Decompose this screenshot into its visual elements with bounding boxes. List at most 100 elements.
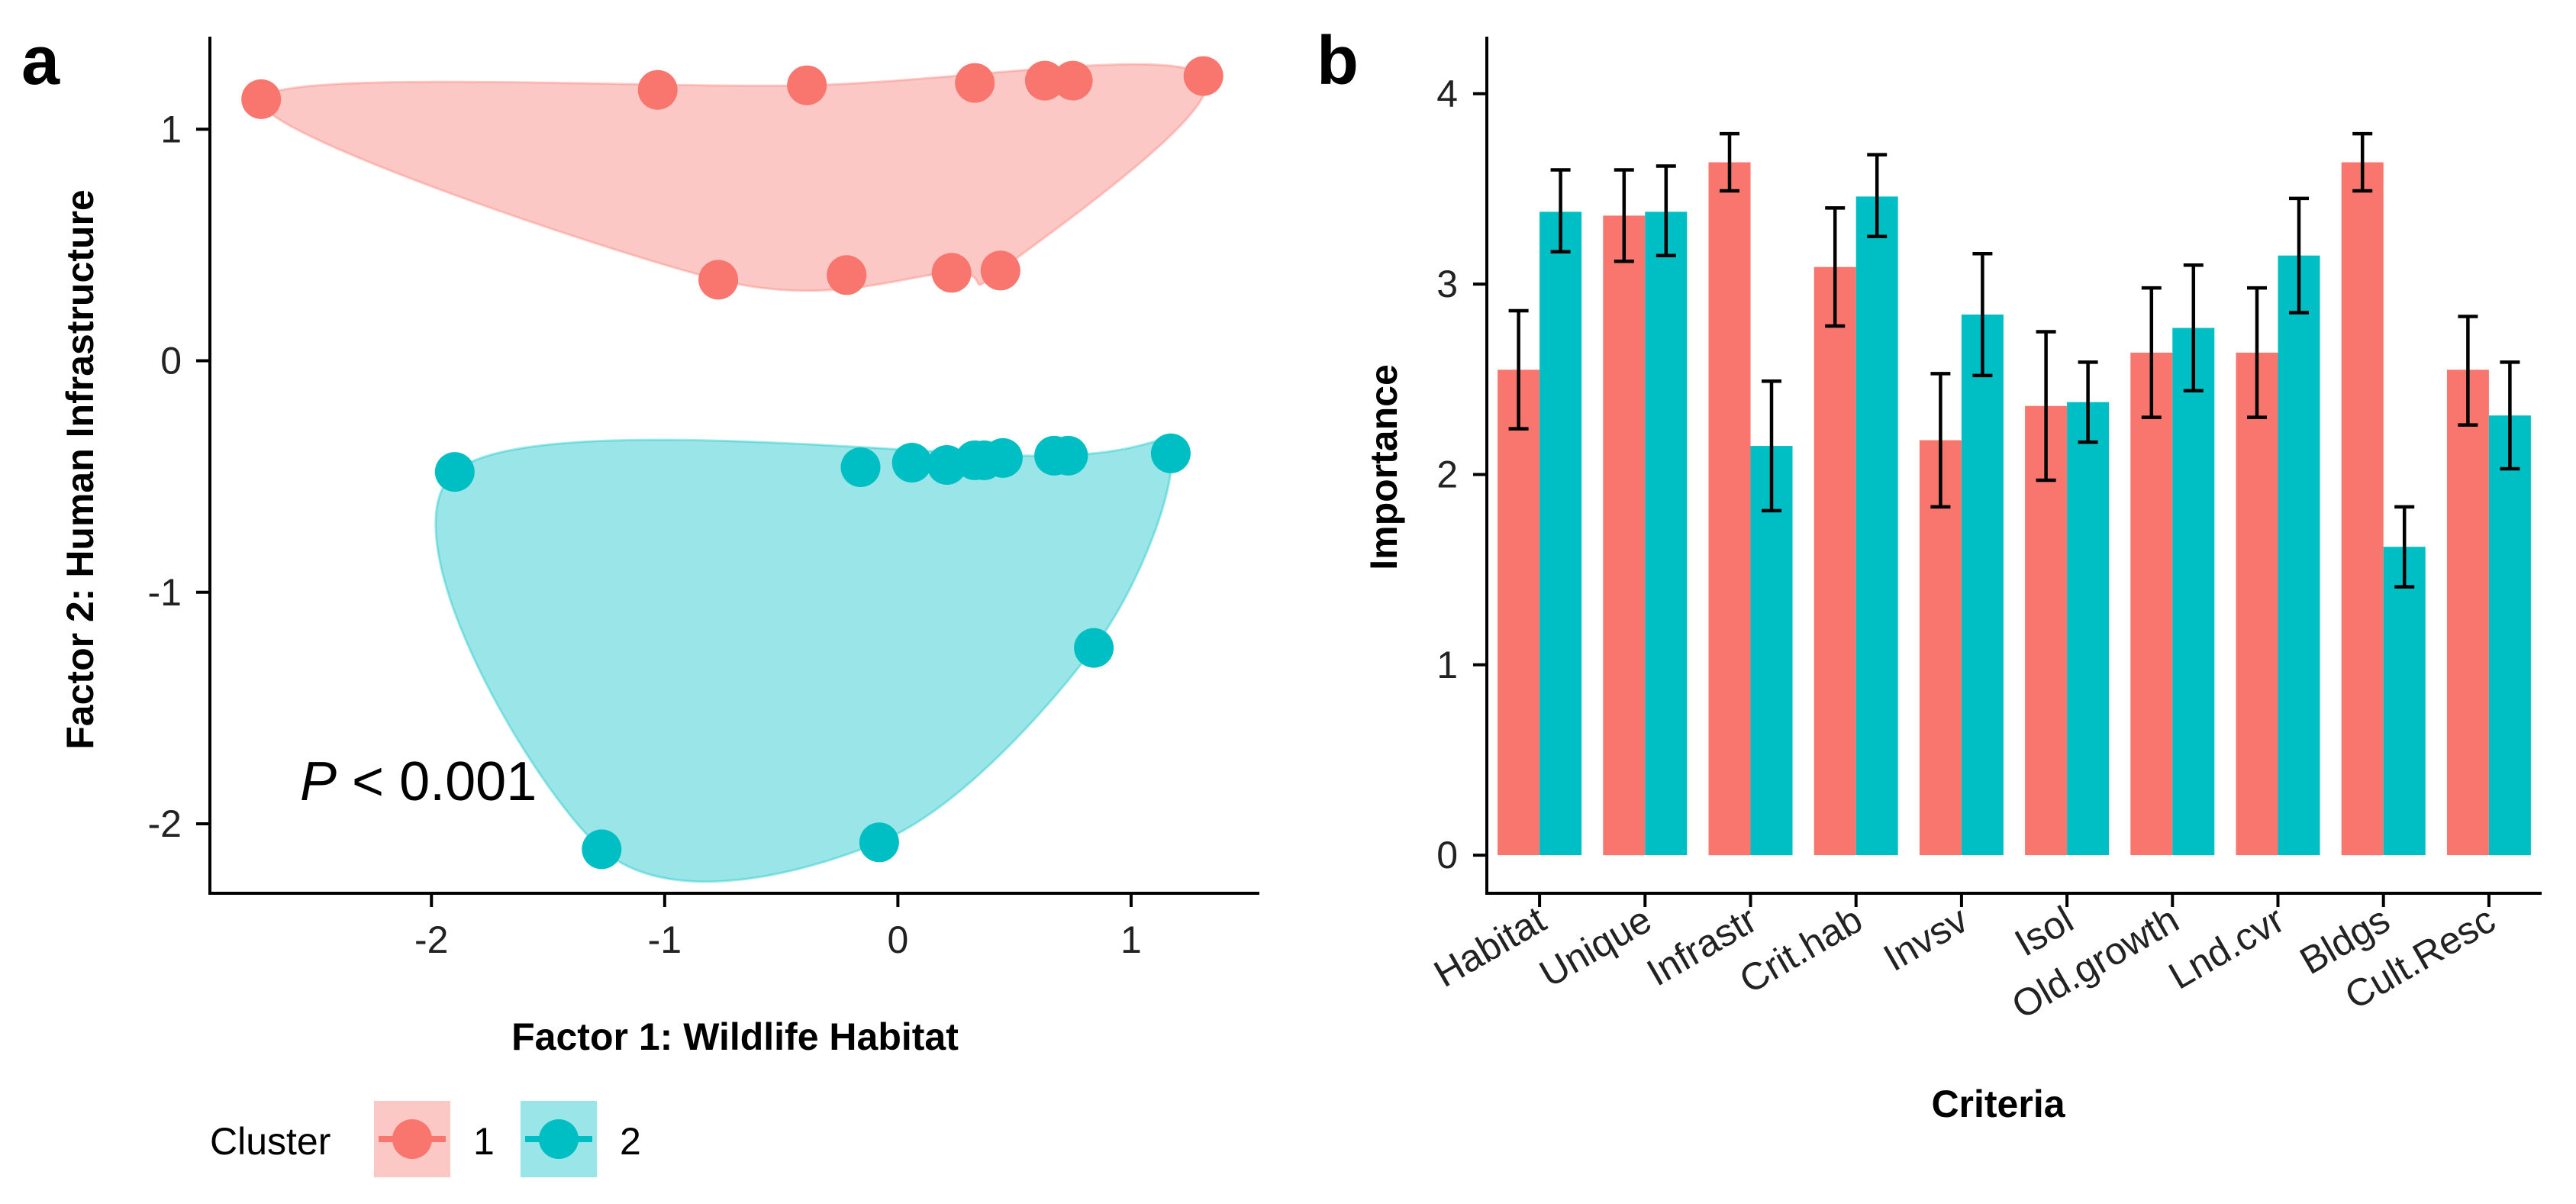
bar-Cult.Resc-cluster-2	[2488, 415, 2531, 856]
cluster-2-point-2	[891, 443, 932, 483]
panel-a-x-axis-title: Factor 1: Wildlife Habitat	[511, 1015, 959, 1058]
cluster-1-point-4	[1024, 60, 1065, 101]
error-bar-Cult.Resc-cluster-2	[2500, 360, 2520, 471]
panel-a-x-tick-label: -2	[414, 918, 448, 961]
bar-Old.growth-cluster-2	[2172, 328, 2215, 856]
panel-b-x-tick-label-Crit.hab: Crit.hab	[1733, 898, 1870, 1002]
legend-title: Cluster	[210, 1120, 330, 1163]
error-bar-Crit.hab-cluster-2	[1867, 153, 1888, 239]
error-bar-Infrastr-cluster-2	[1762, 379, 1781, 513]
panel-b-y-axis-title: Importance	[1362, 364, 1405, 570]
panel-b-x-tick-label-Invsv: Invsv	[1876, 898, 1975, 980]
p-value-annotation: P < 0.001	[300, 751, 537, 812]
cluster-legend: Cluster 1 2	[210, 1101, 641, 1177]
panel-b-x-tick-label-Unique: Unique	[1533, 898, 1659, 996]
panel-a-axes	[208, 37, 1259, 895]
panel-a-y-axis-title: Factor 2: Human Infrastructure	[59, 189, 102, 749]
panel-b-y-tick-label: 0	[1436, 834, 1458, 876]
panel-a-y-tick-label: -1	[148, 571, 182, 614]
panel-b-axes	[1485, 37, 2542, 895]
bar-Isol-cluster-2	[2067, 402, 2110, 856]
cluster-2-point-9	[1150, 433, 1191, 473]
legend-key-2-point	[539, 1119, 579, 1159]
scatter-points	[241, 56, 1224, 870]
legend-entry-2: 2	[521, 1101, 641, 1177]
cluster-2-point-10	[1074, 628, 1114, 668]
error-bar-Cult.Resc-cluster-1	[2458, 315, 2478, 427]
p-value-text: < 0.001	[337, 751, 537, 812]
panel-b-x-axis-title: Criteria	[1931, 1083, 2065, 1125]
cluster-1-point-0	[241, 79, 282, 119]
bar-Lnd.cvr-cluster-1	[2236, 352, 2278, 856]
bar-Habitat-cluster-1	[1498, 370, 1540, 856]
panel-b-y-tick-label: 2	[1436, 453, 1458, 495]
bar-Unique-cluster-2	[1645, 211, 1688, 856]
error-bar-Bldgs-cluster-2	[2394, 505, 2415, 589]
cluster-1-hull	[260, 63, 1208, 292]
error-bar-Invsv-cluster-1	[1930, 372, 1951, 509]
cluster-2-hull	[434, 438, 1173, 883]
cluster-1-point-9	[931, 253, 972, 293]
cluster-1-point-7	[698, 260, 739, 300]
bar-Bldgs-cluster-1	[2341, 162, 2384, 856]
bar-Infrastr-cluster-2	[1750, 446, 1793, 856]
bar-Habitat-cluster-2	[1539, 211, 1582, 856]
cluster-1-point-2	[787, 65, 827, 105]
panel-b-x-tick-label-Lnd.cvr: Lnd.cvr	[2162, 898, 2291, 997]
panel-a-y-tick-label: -2	[148, 802, 182, 845]
panel-a-x-tick-label: 0	[887, 918, 908, 961]
error-bar-Habitat-cluster-1	[1508, 308, 1529, 431]
bar-Infrastr-cluster-1	[1708, 162, 1751, 856]
bar-Crit.hab-cluster-1	[1814, 266, 1856, 856]
cluster-1-point-8	[827, 255, 867, 295]
error-bar-Unique-cluster-1	[1614, 168, 1634, 263]
panel-b-label: b	[1317, 23, 1359, 99]
panel-a-y-ticks: -2 -1 0 1	[148, 108, 210, 845]
error-bar-Old.growth-cluster-2	[2183, 263, 2204, 393]
bar-Bldgs-cluster-2	[2383, 547, 2426, 856]
error-bar-Isol-cluster-1	[2036, 330, 2056, 483]
panel-b-y-tick-label: 3	[1436, 263, 1458, 305]
error-bar-Habitat-cluster-2	[1550, 168, 1571, 253]
panel-b-x-tick-label-Habitat: Habitat	[1427, 898, 1552, 996]
bar-Old.growth-cluster-1	[2130, 352, 2173, 856]
bar-Invsv-cluster-2	[1961, 315, 2004, 856]
legend-label-2: 2	[620, 1120, 641, 1163]
cluster-1-point-3	[955, 63, 995, 103]
cluster-2-point-0	[434, 452, 475, 492]
panel-a-y-tick-label: 0	[160, 340, 182, 383]
error-bar-Lnd.cvr-cluster-2	[2289, 196, 2309, 315]
bar-Crit.hab-cluster-2	[1855, 196, 1898, 856]
panel-a-label: a	[21, 23, 60, 99]
cluster-1-point-10	[980, 250, 1020, 291]
error-bar-Crit.hab-cluster-1	[1825, 206, 1846, 328]
cluster-2-point-1	[840, 447, 881, 487]
error-bar-Bldgs-cluster-1	[2352, 131, 2373, 193]
panel-b-y-tick-label: 4	[1436, 73, 1458, 115]
cluster-2-point-12	[582, 829, 622, 870]
cluster-2-point-11	[859, 822, 899, 863]
panel-a-y-tick-label: 1	[160, 108, 182, 150]
cluster-1-point-5	[1053, 60, 1093, 101]
error-bar-Unique-cluster-2	[1656, 164, 1676, 257]
error-bar-Invsv-cluster-2	[1972, 251, 1993, 378]
bar-Cult.Resc-cluster-1	[2446, 370, 2489, 856]
cluster-2-point-8	[1048, 435, 1088, 476]
bar-Lnd.cvr-cluster-2	[2278, 255, 2320, 856]
cluster-1-point-1	[637, 69, 678, 110]
error-bar-Lnd.cvr-cluster-1	[2247, 286, 2267, 419]
bars	[1498, 162, 2531, 856]
p-value-symbol: P	[300, 751, 337, 812]
legend-label-1: 1	[473, 1120, 495, 1163]
panel-a-scatter: a -2 -1 0 1 -2 -1 0 1 Factor 1: Wildlife Habit…	[21, 23, 1259, 1058]
panel-a-x-tick-label: 1	[1120, 918, 1142, 961]
panel-b-y-tick-label: 1	[1436, 644, 1458, 686]
error-bar-Isol-cluster-2	[2078, 360, 2098, 444]
panel-b-y-ticks: 0 1 2 3 4	[1436, 73, 1487, 876]
cluster-2-point-6	[982, 437, 1023, 478]
legend-entry-1: 1	[374, 1101, 495, 1177]
panel-a-x-tick-label: -1	[648, 918, 682, 961]
